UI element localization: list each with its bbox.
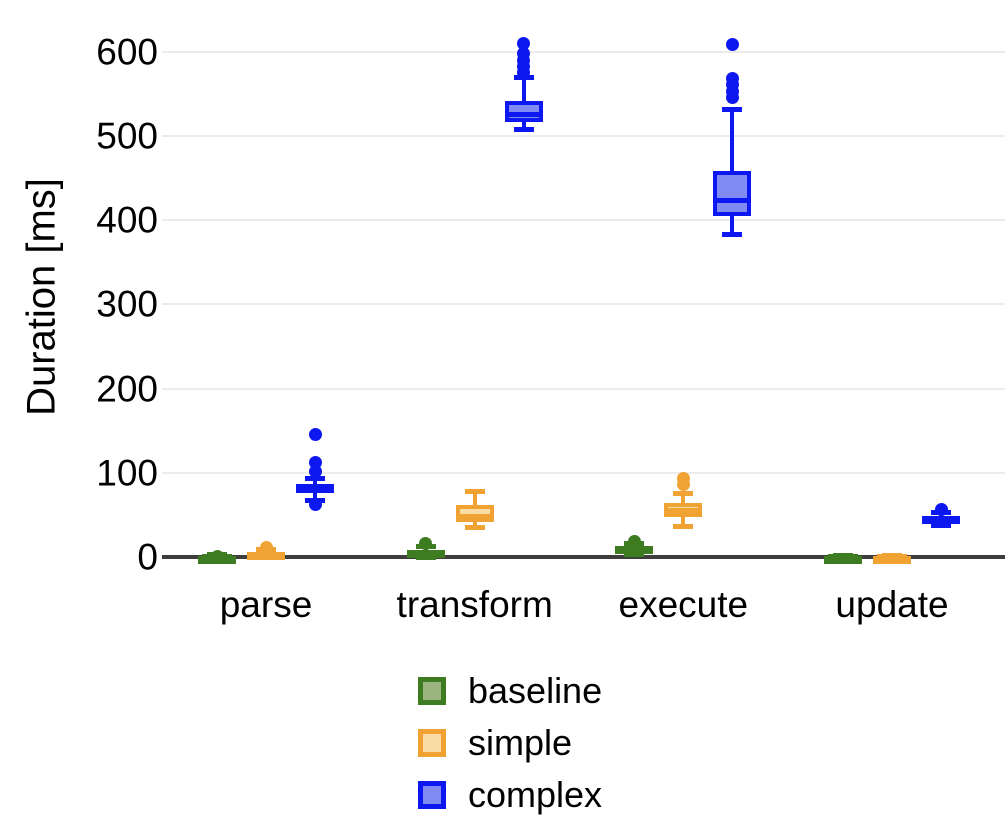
box-simple-parse-median	[251, 552, 281, 558]
legend-label-simple: simple	[468, 722, 573, 763]
y-tick-label-400: 400	[96, 199, 158, 241]
box-simple-execute-cap-low	[673, 523, 694, 529]
legend-label-baseline: baseline	[468, 670, 603, 711]
box-complex-transform-rect	[504, 100, 543, 122]
legend: baseline simple complex	[418, 665, 602, 821]
y-tick-label-0: 0	[137, 536, 158, 578]
box-complex-execute-rect	[713, 171, 752, 216]
legend-item-simple: simple	[418, 717, 602, 769]
box-complex-update-outlier-0	[934, 502, 948, 516]
box-simple-update-median	[877, 554, 907, 560]
box-complex-execute-cap-high	[722, 107, 743, 113]
box-complex-parse-outlier-0	[308, 497, 322, 511]
box-baseline-execute-cap-low	[624, 552, 645, 558]
box-complex-parse-outlier-3	[308, 427, 322, 441]
y-tick-label-200: 200	[96, 368, 158, 410]
gridline-y600	[162, 50, 1005, 53]
y-tick-label-100: 100	[96, 452, 158, 494]
legend-item-complex: complex	[418, 769, 602, 821]
box-simple-parse-outlier-0	[259, 540, 273, 554]
box-simple-execute-median	[668, 508, 699, 514]
box-baseline-update-median	[828, 554, 858, 560]
legend-swatch-complex	[418, 781, 446, 809]
box-simple-transform-cap-low	[464, 525, 485, 531]
gridline-y200	[162, 387, 1005, 390]
gridline-y500	[162, 134, 1005, 137]
box-complex-parse-outlier-2	[308, 456, 322, 470]
box-baseline-transform-outlier-0	[419, 537, 433, 551]
gridline-y400	[162, 219, 1005, 222]
x-tick-label-update: update	[835, 584, 949, 625]
box-complex-execute-outlier-3	[725, 72, 739, 86]
box-complex-transform-outlier-4	[517, 36, 531, 50]
legend-item-baseline: baseline	[418, 665, 602, 717]
box-baseline-execute-outlier-0	[627, 534, 641, 548]
box-baseline-parse-outlier-0	[210, 549, 224, 563]
box-complex-execute-cap-low	[722, 232, 743, 238]
x-tick-label-transform: transform	[396, 584, 553, 625]
box-complex-transform-cap-low	[513, 126, 534, 132]
box-complex-execute-outlier-4	[725, 37, 739, 51]
box-complex-transform-outlier-3	[517, 46, 531, 60]
x-axis-line	[162, 555, 1005, 560]
legend-swatch-simple	[418, 729, 446, 757]
y-tick-label-300: 300	[96, 283, 158, 325]
box-complex-execute-median	[717, 197, 748, 203]
box-simple-transform-median	[459, 514, 490, 520]
gridline-y300	[162, 303, 1005, 306]
box-simple-execute-outlier-1	[676, 471, 690, 485]
box-baseline-execute-median	[619, 546, 650, 552]
box-complex-parse-cap-high	[305, 476, 325, 482]
box-simple-transform-cap-high	[464, 489, 485, 495]
legend-label-complex: complex	[468, 774, 603, 815]
legend-swatch-baseline	[418, 677, 446, 705]
box-complex-update-median	[926, 516, 956, 522]
x-tick-label-parse: parse	[219, 584, 313, 625]
box-complex-parse-median	[300, 485, 330, 491]
gridline-y100	[162, 472, 1005, 475]
y-tick-label-500: 500	[96, 115, 158, 157]
y-tick-label-600: 600	[96, 31, 158, 73]
box-simple-execute-cap-high	[673, 490, 694, 496]
box-baseline-transform-median	[410, 550, 441, 556]
box-complex-transform-median	[508, 112, 539, 118]
x-tick-label-execute: execute	[618, 584, 749, 625]
box-complex-update-cap-low	[931, 522, 951, 528]
